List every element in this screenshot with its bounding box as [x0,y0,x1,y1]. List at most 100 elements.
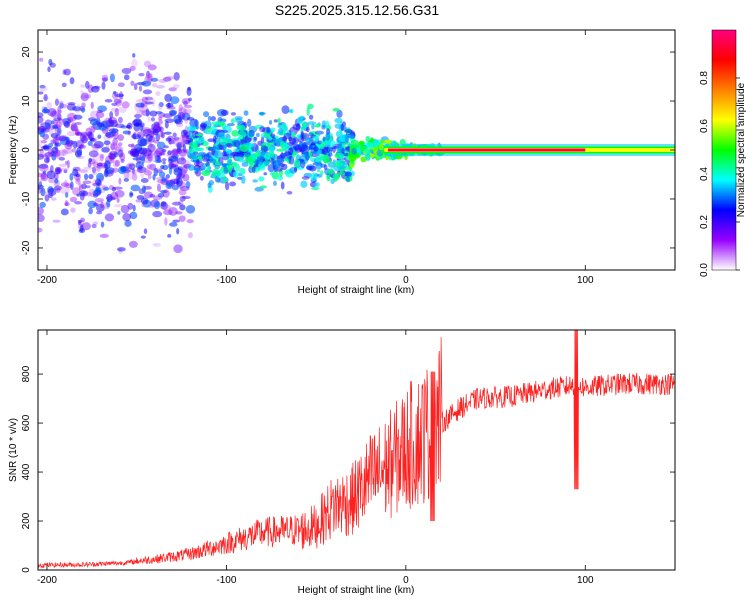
spectrogram-blob [44,151,54,158]
spectrogram-blob [94,187,102,193]
spectrogram-blob [212,168,220,176]
spectrogram-blob [372,139,380,148]
spectrogram-blob [126,122,133,130]
spectrogram-blob [197,147,205,152]
spectrogram-blob [179,185,190,192]
spectrogram-blob [70,140,75,145]
spectrogram-blob [173,71,180,81]
spectrogram-blob [176,177,183,187]
spectrogram-blob [296,123,301,132]
spectrogram-blob [147,143,156,153]
colorbar-tick-label: 0.6 [699,119,710,133]
spectrogram-blob [75,129,79,136]
spectrogram-blob [99,154,104,162]
spectrogram-blob [188,97,192,102]
spectrogram-blob [55,154,63,160]
y-tick-label: 20 [21,46,32,58]
spectrogram-blob [129,150,140,158]
spectrogram-blob [212,135,217,144]
spectrogram-blob [164,217,168,226]
spectrogram-blob [67,102,76,106]
spectrogram-blob [65,136,70,141]
spectrogram-blob [161,148,167,153]
spectrogram-blob [108,117,113,124]
spectrogram-blob [168,165,173,175]
spectrogram-blob [151,82,158,88]
spectrogram-blob [311,186,320,191]
spectrogram-blob [299,141,303,149]
spectrogram-blob [48,143,54,148]
colorbar-ticks: 0.0 0.2 0.4 0.6 0.8 [699,71,740,277]
spectrogram-blob [79,224,84,232]
spectrogram-blob [129,211,138,220]
spectrogram-blob [123,177,130,182]
spectrogram-blob [122,130,131,135]
spectrogram-blob [40,173,49,182]
spectrogram-blob [38,178,43,186]
spectrogram-blob [291,153,296,159]
spectrogram-blob [88,174,94,180]
spectrogram-blob [78,182,82,190]
spectrogram-blob [344,171,353,177]
colorbar-tick-label: 0.4 [699,167,710,181]
spectrogram-blob [141,155,145,164]
spectrogram-blob [52,219,61,223]
spectrogram-blob [111,102,118,106]
spectrogram-blob [178,215,186,222]
spectrogram-blob [47,107,57,117]
y-tick-label: 400 [21,463,32,480]
spectrogram-blob [142,89,153,95]
spectrogram-blob [226,123,235,127]
spectrogram-blob [58,157,66,161]
spectrogram-blob [154,159,163,164]
spectrogram-blob [283,158,290,162]
spectrogram-blob [283,132,292,139]
spectrogram-blob [102,77,108,82]
spectrogram-blob [336,109,343,118]
spectrogram-blob [187,232,193,239]
spectrogram-blob [160,164,165,170]
spectrogram-blob [58,149,68,156]
spectrogram-blob [112,90,117,95]
spectrogram-blob [188,132,194,138]
spectrogram-blob [49,164,54,173]
spectrogram-blob [217,177,221,183]
spectrogram-blob [230,151,241,157]
spectrogram-blob [217,131,226,139]
spectrogram-blob [136,109,145,116]
spectrogram-blob [378,143,384,151]
spectrogram-blob [380,139,385,144]
spectrogram-blob [85,192,93,197]
spectrogram-blob [96,172,105,182]
spectrogram-y-label: Frequency (Hz) [8,116,19,185]
spectrogram-blob [314,123,321,128]
spectrogram-blob [161,158,167,162]
colorbar: 0.0 0.2 0.4 0.6 0.8 Normalized spectral ampl… [699,29,747,277]
spectrogram-blob [114,93,125,98]
spectrogram-blob [51,120,55,125]
spectrogram-blob [164,76,175,80]
spectrogram-blob [38,163,49,169]
spectrogram-x-axis: -200 -100 0 100 [37,30,594,286]
spectrogram-x-label: Height of straight line (km) [298,285,415,296]
spectrogram-blob [96,165,106,169]
spectrogram-blob [224,181,230,191]
spectrogram-blob [252,179,258,183]
spectrogram-blob [137,114,141,119]
spectrogram-blob [52,125,59,130]
spectrogram-blob [234,116,243,121]
spectrogram-blob [154,154,161,161]
spectrogram-blob [38,181,43,188]
spectrogram-blob [147,153,153,162]
spectrogram-blob [111,186,116,192]
spectrogram-blob [141,203,146,208]
spectrogram-blob [39,201,46,208]
spectrogram-blob [241,161,249,167]
spectrogram-blob [259,159,263,165]
spectrogram-blob [54,149,59,158]
spectrogram-blob [38,91,44,95]
spectrogram-blob [53,109,57,115]
ridge-core [387,148,586,152]
spectrogram-blob [167,234,172,238]
